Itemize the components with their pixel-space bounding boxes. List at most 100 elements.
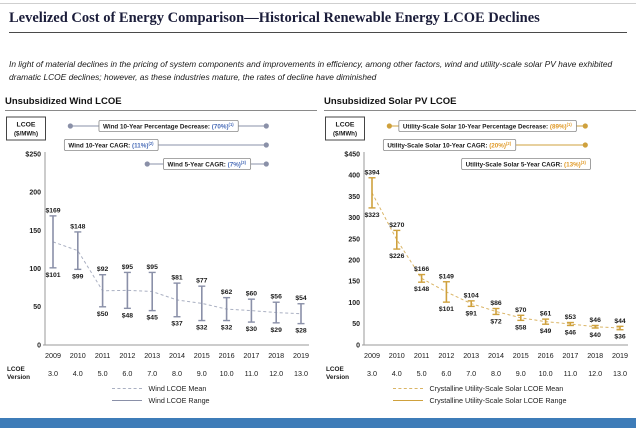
svg-text:9.0: 9.0: [197, 369, 207, 378]
svg-text:$46: $46: [565, 329, 577, 336]
svg-text:Wind 10-Year CAGR: (11%)(2): Wind 10-Year CAGR: (11%)(2): [68, 141, 154, 150]
svg-text:7.0: 7.0: [147, 369, 157, 378]
svg-text:$44: $44: [614, 318, 626, 325]
svg-text:2010: 2010: [389, 351, 405, 360]
svg-text:150: 150: [29, 228, 41, 235]
svg-text:2017: 2017: [243, 351, 259, 360]
solar-mean-legend-line: [393, 388, 424, 389]
svg-text:$61: $61: [540, 311, 552, 318]
svg-text:$28: $28: [295, 328, 307, 335]
svg-text:$95: $95: [147, 264, 159, 271]
svg-text:2012: 2012: [438, 351, 454, 360]
svg-text:200: 200: [29, 190, 41, 197]
svg-text:2018: 2018: [268, 351, 284, 360]
svg-text:9.0: 9.0: [516, 369, 526, 378]
svg-text:2013: 2013: [463, 351, 479, 360]
svg-text:2014: 2014: [488, 351, 504, 360]
svg-text:$45: $45: [147, 315, 159, 322]
wind-range-legend-line: [112, 400, 143, 401]
svg-text:$54: $54: [295, 295, 307, 302]
svg-text:2016: 2016: [219, 351, 235, 360]
svg-text:Utility-Scale Solar 5-Year CAG: Utility-Scale Solar 5-Year CAGR: (13%)(3…: [466, 160, 587, 169]
svg-text:2018: 2018: [587, 351, 603, 360]
svg-text:$270: $270: [389, 222, 404, 229]
svg-text:8.0: 8.0: [172, 369, 182, 378]
svg-text:0: 0: [356, 342, 360, 349]
wind-chart-title: Unsubsidized Wind LCOE: [5, 96, 317, 111]
svg-text:$148: $148: [70, 223, 85, 230]
svg-text:$53: $53: [565, 314, 577, 321]
wind-mean-legend-label: Wind LCOE Mean: [148, 384, 207, 393]
svg-text:$323: $323: [364, 212, 379, 219]
svg-text:$166: $166: [414, 266, 429, 273]
svg-text:LCOE: LCOE: [336, 122, 355, 129]
wind-legend-range-row: Wind LCOE Range: [112, 396, 210, 405]
svg-text:2009: 2009: [45, 351, 61, 360]
svg-text:2017: 2017: [562, 351, 578, 360]
svg-text:100: 100: [348, 300, 360, 307]
svg-text:$101: $101: [45, 272, 60, 279]
svg-text:$394: $394: [364, 169, 379, 176]
svg-text:$169: $169: [45, 207, 60, 214]
svg-text:400: 400: [348, 173, 360, 180]
svg-text:$70: $70: [515, 307, 527, 314]
footer-bar: [0, 418, 636, 428]
svg-text:11.0: 11.0: [564, 369, 577, 378]
svg-text:2009: 2009: [364, 351, 380, 360]
svg-text:$32: $32: [221, 325, 233, 332]
svg-text:13.0: 13.0: [613, 369, 627, 378]
svg-text:3.0: 3.0: [367, 369, 377, 378]
svg-text:$46: $46: [590, 317, 602, 324]
svg-text:$95: $95: [122, 264, 134, 271]
svg-text:LCOE: LCOE: [7, 366, 25, 373]
svg-text:2019: 2019: [293, 351, 309, 360]
svg-text:$50: $50: [97, 311, 109, 318]
svg-text:Wind 5-Year CAGR: (7%)(3): Wind 5-Year CAGR: (7%)(3): [167, 160, 246, 169]
svg-text:150: 150: [348, 279, 360, 286]
svg-text:$58: $58: [515, 324, 527, 331]
svg-text:$30: $30: [246, 326, 258, 333]
svg-text:$92: $92: [97, 266, 109, 273]
wind-chart-panel: Unsubsidized Wind LCOE $250 200 150 100 50 0 $…: [5, 96, 317, 405]
svg-text:$104: $104: [464, 292, 479, 299]
svg-text:$86: $86: [490, 300, 502, 307]
svg-text:6.0: 6.0: [441, 369, 451, 378]
svg-text:$48: $48: [122, 312, 134, 319]
svg-text:2015: 2015: [513, 351, 529, 360]
svg-text:5.0: 5.0: [98, 369, 108, 378]
svg-text:$60: $60: [246, 291, 258, 298]
svg-text:$36: $36: [614, 334, 626, 341]
svg-text:Version: Version: [7, 374, 30, 381]
wind-legend: Wind LCOE Mean Wind LCOE Range: [5, 384, 317, 405]
wind-chart-svg: $250 200 150 100 50 0 $169 $101 $148 $99 $92 $50 $95…: [6, 116, 309, 381]
svg-text:200: 200: [348, 258, 360, 265]
svg-text:0: 0: [37, 342, 41, 349]
svg-text:Utility-Scale Solar 10-Year Pe: Utility-Scale Solar 10-Year Percentage D…: [403, 122, 573, 131]
wind-mean-legend-line: [112, 388, 143, 389]
solar-chart-title: Unsubsidized Solar PV LCOE: [324, 96, 636, 111]
svg-text:Wind 10-Year Percentage Decrea: Wind 10-Year Percentage Decrease: (70%)(…: [103, 122, 234, 131]
svg-text:$450: $450: [344, 151, 360, 158]
svg-text:$29: $29: [271, 327, 283, 334]
svg-text:2012: 2012: [119, 351, 135, 360]
svg-text:2010: 2010: [70, 351, 86, 360]
svg-text:4.0: 4.0: [392, 369, 402, 378]
solar-legend-mean-row: Crystalline Utility-Scale Solar LCOE Mea…: [393, 384, 563, 393]
svg-text:7.0: 7.0: [466, 369, 476, 378]
svg-text:$40: $40: [590, 332, 602, 339]
svg-text:$62: $62: [221, 289, 233, 296]
solar-legend-range-row: Crystalline Utility-Scale Solar LCOE Ran…: [393, 396, 567, 405]
svg-text:2016: 2016: [538, 351, 554, 360]
svg-text:2011: 2011: [95, 351, 110, 360]
svg-text:13.0: 13.0: [294, 369, 308, 378]
svg-text:50: 50: [352, 321, 360, 328]
svg-text:$148: $148: [414, 286, 429, 293]
svg-text:2013: 2013: [144, 351, 160, 360]
top-rule: [0, 3, 636, 4]
wind-legend-mean-row: Wind LCOE Mean: [112, 384, 206, 393]
svg-text:2011: 2011: [414, 351, 429, 360]
svg-text:10.0: 10.0: [539, 369, 553, 378]
svg-text:8.0: 8.0: [491, 369, 501, 378]
svg-text:$81: $81: [171, 275, 183, 282]
